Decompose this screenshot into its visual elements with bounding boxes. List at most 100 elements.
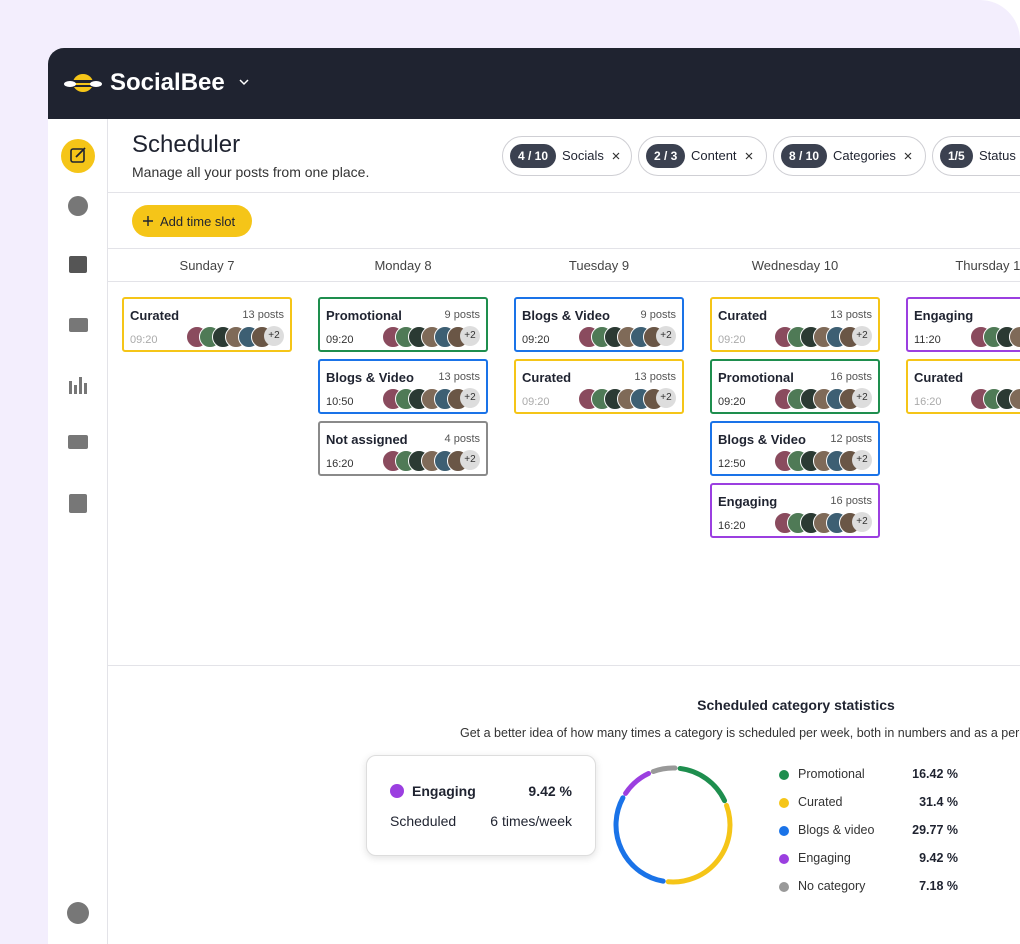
nav-dashboard[interactable] xyxy=(68,196,88,216)
slot-posts: 13 posts xyxy=(242,309,284,321)
filter-remove[interactable] xyxy=(611,151,621,161)
slot-category: Blogs & Video xyxy=(326,370,414,385)
slot-category: Curated xyxy=(914,370,964,385)
tooltip-percent: 9.42 % xyxy=(528,783,572,799)
nav-help[interactable] xyxy=(67,902,89,924)
legend-dot xyxy=(779,882,789,892)
slot-posts: 13 posts xyxy=(830,309,872,321)
filter-pill[interactable]: 8 / 10 Categories xyxy=(773,136,926,176)
time-slot-card[interactable]: Blogs & Video 13 posts 10:50 +2 xyxy=(318,359,488,414)
filter-label: Status xyxy=(979,148,1016,163)
time-slot-card[interactable]: Blogs & Video 9 posts 09:20 +2 xyxy=(514,297,684,352)
help-label[interactable]: ? xyxy=(73,784,83,800)
day-header: Thursday 11 xyxy=(955,258,1020,273)
time-slot-card[interactable]: Promotional 16 posts 09:20 +2 xyxy=(710,359,880,414)
filter-count: 8 / 10 xyxy=(781,144,828,168)
slot-time: 09:20 xyxy=(522,396,550,408)
legend-value: 9.42 % xyxy=(919,851,958,865)
more-avatars: +2 xyxy=(852,512,872,532)
time-slot-card[interactable]: Not assigned 4 posts 16:20 +2 xyxy=(318,421,488,476)
divider xyxy=(108,248,1020,249)
day-header: Wednesday 10 xyxy=(751,258,839,273)
brand-chevron[interactable] xyxy=(238,77,250,87)
legend-value: 16.42 % xyxy=(912,767,958,781)
donut-segment[interactable] xyxy=(665,802,733,885)
slot-category: Curated xyxy=(522,370,572,385)
filter-pill[interactable]: 2 / 3 Content xyxy=(638,136,767,176)
time-slot-card[interactable]: Curated 13 posts 09:20 +2 xyxy=(514,359,684,414)
more-avatars: +2 xyxy=(852,326,872,346)
filter-count: 2 / 3 xyxy=(646,144,686,168)
slot-category: Blogs & Video xyxy=(522,308,610,323)
logo xyxy=(64,74,102,92)
slot-category: Engaging xyxy=(914,308,974,323)
filter-label: Categories xyxy=(833,148,896,163)
slot-category: Engaging xyxy=(718,494,778,509)
tooltip-frequency: 6 times/week xyxy=(490,813,572,829)
nav-calendar[interactable] xyxy=(69,256,87,273)
page-subtitle: Manage all your posts from one place. xyxy=(132,164,370,180)
top-bar xyxy=(48,48,1020,119)
day-header: Sunday 7 xyxy=(179,258,235,273)
time-slot-card[interactable]: Curated 13 posts 09:20 +2 xyxy=(122,297,292,352)
filter-remove[interactable] xyxy=(744,151,754,161)
slot-time: 09:20 xyxy=(326,334,354,346)
more-avatars: +2 xyxy=(460,450,480,470)
nav-tasks[interactable] xyxy=(69,494,87,513)
day-header: Tuesday 9 xyxy=(568,258,630,273)
legend-name: Engaging xyxy=(798,851,851,865)
slot-time: 09:20 xyxy=(522,334,550,346)
time-slot-card[interactable]: Curated 13 posts 09:20 +2 xyxy=(710,297,880,352)
donut-segment[interactable] xyxy=(650,765,678,775)
legend-value: 29.77 % xyxy=(912,823,958,837)
plus-icon xyxy=(143,216,153,226)
brand[interactable]: SocialBee xyxy=(110,69,225,96)
more-avatars: +2 xyxy=(852,388,872,408)
slot-time: 10:50 xyxy=(326,396,354,408)
slot-category: Promotional xyxy=(718,370,794,385)
filter-label: Socials xyxy=(562,148,604,163)
slot-posts: 13 posts xyxy=(634,371,676,383)
more-avatars: +2 xyxy=(656,388,676,408)
donut-segment[interactable] xyxy=(623,771,652,796)
day-header: Monday 8 xyxy=(374,258,432,273)
filter-pill[interactable]: 1/5 Status xyxy=(932,136,1020,176)
nav-messages[interactable] xyxy=(68,435,88,449)
nav-analytics[interactable] xyxy=(69,377,87,394)
slot-time: 09:20 xyxy=(718,396,746,408)
more-avatars: +2 xyxy=(852,450,872,470)
slot-time: 09:20 xyxy=(718,334,746,346)
slot-time: 16:20 xyxy=(914,396,942,408)
time-slot-card[interactable]: Blogs & Video 12 posts 12:50 +2 xyxy=(710,421,880,476)
legend-dot xyxy=(779,854,789,864)
slot-category: Not assigned xyxy=(326,432,408,447)
filter-count: 4 / 10 xyxy=(510,144,557,168)
slot-category: Curated xyxy=(718,308,768,323)
more-avatars: +2 xyxy=(460,326,480,346)
nav-folder[interactable] xyxy=(69,318,88,332)
donut-segment[interactable] xyxy=(613,795,666,884)
time-slot-card[interactable]: Promotional 9 posts 09:20 +2 xyxy=(318,297,488,352)
slot-time: 11:20 xyxy=(914,334,941,346)
stats-title: Scheduled category statistics xyxy=(697,697,895,713)
add-button[interactable]: Add time slot xyxy=(132,205,252,237)
donut-segment[interactable] xyxy=(677,765,728,804)
sidebar-icons xyxy=(61,139,95,924)
add-button-label[interactable]: Add time slot xyxy=(160,214,236,229)
filter-pill[interactable]: 4 / 10 Socials xyxy=(502,136,632,176)
legend-name: No category xyxy=(798,879,866,893)
slot-posts: 16 posts xyxy=(830,371,872,383)
filter-count: 1/5 xyxy=(940,144,973,168)
time-slot-card[interactable]: Engaging 16 posts 16:20 +2 xyxy=(710,483,880,538)
legend-name: Promotional xyxy=(798,767,865,781)
legend-value: 31.4 % xyxy=(919,795,958,809)
slot-posts: 9 posts xyxy=(640,309,676,321)
filter-remove[interactable] xyxy=(903,151,913,161)
more-avatars: +2 xyxy=(264,326,284,346)
divider xyxy=(108,192,1020,193)
slot-time: 16:20 xyxy=(718,520,746,532)
filter-label: Content xyxy=(691,148,737,163)
slot-time: 12:50 xyxy=(718,458,746,470)
